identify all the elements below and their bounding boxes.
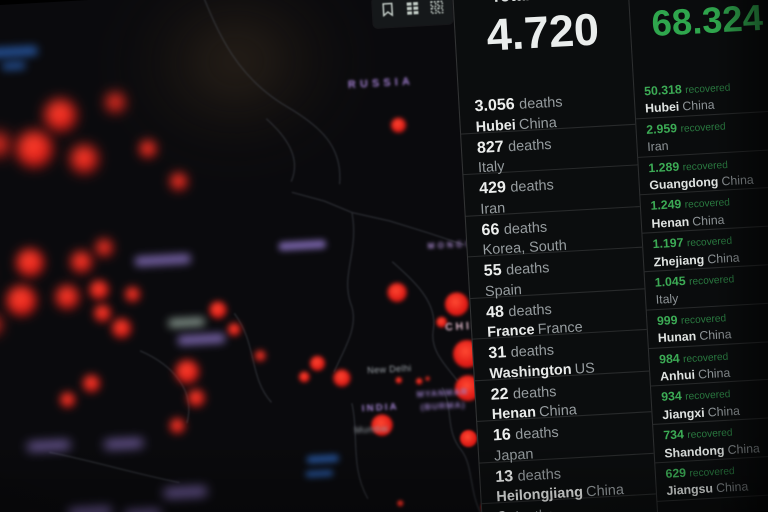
total-recovered-value: 68.324 [650,0,764,45]
recovered-entry[interactable]: 1.197 recovered Zhejiang China [642,225,768,273]
recovered-list: 50.318 recovered Hubei China 2.959 recove… [633,72,768,502]
recovered-entry[interactable]: 734 recovered Shandong China [653,416,768,464]
table-icon [406,1,419,21]
apps-grid-icon [430,0,444,19]
country-label: INDIA [361,400,399,414]
city-label: New Delhi [366,362,412,376]
deaths-list: 3.056 deaths Hubei China 827 deaths Italy… [458,83,659,512]
total-deaths-value: 4.720 [485,3,601,61]
dashboard-layout-button[interactable] [427,0,447,20]
recovered-entry[interactable]: 934 recovered Jiangxi China [651,378,768,426]
recovered-entry[interactable]: 1.045 recovered Italy [644,263,768,311]
recovered-entry[interactable]: 984 recovered Anhui China [648,340,768,387]
recovered-entry[interactable]: 1.249 recovered Henan China [640,187,768,234]
city-label: Mumbai [354,422,389,436]
bookmark-icon [382,2,394,22]
total-deaths-panel: Total Deaths 4.720 3.056 deaths HubeiChi… [451,0,659,512]
bookmark-button[interactable] [378,2,398,22]
blurred-label [1,61,26,71]
recovered-entry[interactable]: 629 recovered Jiangsu China [655,454,768,502]
recovered-entry[interactable]: 999 recovered Hunan China [646,301,768,349]
map-toolbar [372,0,453,28]
table-view-button[interactable] [402,1,422,21]
